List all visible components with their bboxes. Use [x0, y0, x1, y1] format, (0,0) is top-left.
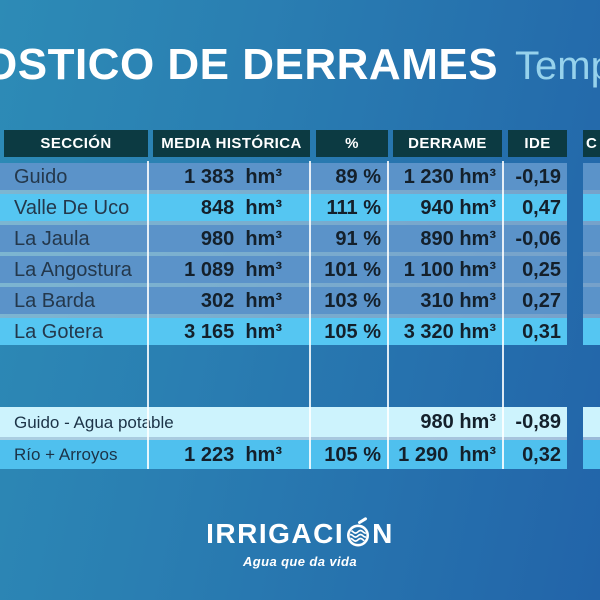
summary-table: Guido - Agua potable 980 hm³ -0,89 Río +… [0, 407, 567, 469]
derrame-cell: 980 hm³ [420, 411, 496, 433]
pct-cell: 111 % [326, 196, 381, 219]
section-cell: La Jaula [14, 227, 90, 250]
column-header-percent: % [316, 130, 388, 157]
main-table: Guido 1 383 hm³ 89 % 1 230 hm³ -0,19 Val… [0, 163, 567, 345]
media-cell: 1 089 hm³ [184, 258, 282, 281]
ide-cell: -0,19 [515, 165, 561, 188]
section-cell: Guido - Agua potable [14, 412, 174, 432]
ide-cell: -0,06 [515, 227, 561, 250]
title-bar: OSTICO DE DERRAMES Temporada [0, 40, 600, 90]
media-cell: 3 165 hm³ [184, 320, 282, 343]
overflow-cell [583, 256, 600, 283]
overflow-cell [583, 287, 600, 314]
pct-cell: 105 % [324, 443, 381, 466]
media-cell: 302 hm³ [200, 289, 282, 312]
section-cell: Río + Arroyos [14, 445, 118, 464]
derrame-cell: 1 100 hm³ [403, 258, 496, 281]
logo-tagline: Agua que da vida [242, 554, 358, 569]
column-header-derrame: DERRAME [393, 130, 502, 157]
column-separator [387, 161, 389, 469]
water-waves-icon [345, 517, 371, 552]
overflow-cell [583, 440, 600, 469]
logo-text-right: N [372, 517, 394, 549]
pct-cell: 103 % [324, 289, 381, 312]
table-row: Guido 1 383 hm³ 89 % 1 230 hm³ -0,19 [0, 163, 567, 190]
column-header-ide: IDE [508, 130, 567, 157]
section-cell: Guido [14, 165, 68, 188]
irrigacion-logo: IRRIGACI N Agua que da vida [0, 517, 600, 569]
season-subtitle: Temporada [515, 44, 600, 88]
media-cell: 980 hm³ [200, 227, 282, 250]
ide-cell: 0,47 [522, 196, 561, 219]
table-row: La Angostura 1 089 hm³ 101 % 1 100 hm³ 0… [0, 256, 567, 283]
ide-cell: -0,89 [515, 411, 561, 433]
overflow-cell [583, 163, 600, 190]
table-row: Valle De Uco 848 hm³ 111 % 940 hm³ 0,47 [0, 194, 567, 221]
derrame-cell: 1 290 hm³ [398, 443, 496, 466]
table-row: La Jaula 980 hm³ 91 % 890 hm³ -0,06 [0, 225, 567, 252]
section-cell: La Barda [14, 289, 96, 312]
page-title: OSTICO DE DERRAMES [0, 40, 499, 89]
section-cell: La Gotera [14, 320, 103, 343]
derrame-cell: 890 hm³ [420, 227, 496, 250]
pct-cell: 89 % [335, 165, 381, 188]
table-row: La Barda 302 hm³ 103 % 310 hm³ 0,27 [0, 287, 567, 314]
media-cell: 1 383 hm³ [184, 165, 282, 188]
pct-cell: 105 % [324, 320, 381, 343]
derrame-cell: 310 hm³ [420, 289, 496, 312]
logo-text-left: IRRIGACI [206, 517, 345, 549]
summary-row: Guido - Agua potable 980 hm³ -0,89 [0, 407, 567, 437]
derrame-cell: 940 hm³ [420, 196, 496, 219]
ide-cell: 0,27 [522, 289, 561, 312]
column-separator [502, 161, 504, 469]
column-header-seccion: SECCIÓN [4, 130, 148, 157]
overflow-summary-cells [583, 407, 600, 469]
column-header-media-historica: MEDIA HISTÓRICA [153, 130, 310, 157]
overflow-cell [583, 194, 600, 221]
ide-cell: 0,31 [522, 320, 561, 343]
column-header-cutoff: C [583, 130, 600, 157]
overflow-cell [583, 407, 600, 437]
derrame-cell: 1 230 hm³ [403, 165, 496, 188]
column-separator [147, 161, 149, 469]
column-separator [309, 161, 311, 469]
media-cell: 1 223 hm³ [184, 443, 282, 466]
summary-row: Río + Arroyos 1 223 hm³ 105 % 1 290 hm³ … [0, 440, 567, 469]
media-cell: 848 hm³ [200, 196, 282, 219]
logo-wordmark: IRRIGACI N [206, 517, 394, 550]
derrame-cell: 3 320 hm³ [403, 320, 496, 343]
table-row: La Gotera 3 165 hm³ 105 % 3 320 hm³ 0,31 [0, 318, 567, 345]
overflow-cell [583, 318, 600, 345]
pct-cell: 101 % [324, 258, 381, 281]
overflow-cell [583, 225, 600, 252]
section-cell: Valle De Uco [14, 196, 130, 219]
overflow-column-cells [583, 163, 600, 345]
ide-cell: 0,25 [522, 258, 561, 281]
pct-cell: 91 % [335, 227, 381, 250]
section-cell: La Angostura [14, 258, 132, 281]
ide-cell: 0,32 [522, 443, 561, 466]
